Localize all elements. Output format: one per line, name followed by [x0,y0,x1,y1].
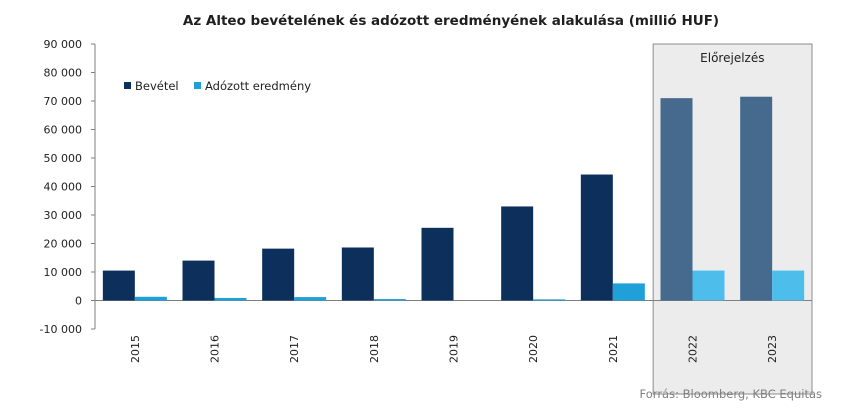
bar-bevetel-2022 [660,98,693,301]
legend-label-bevetel: Bevétel [135,79,179,93]
y-tick-label: 90 000 [44,38,83,51]
x-tick-label: 2017 [288,335,301,363]
bar-adozott-eredmeny-2018 [373,299,406,301]
x-tick-label: 2020 [527,335,540,363]
y-tick-label: 10 000 [44,266,83,279]
legend-label-adozott-eredmeny: Adózott eredmény [205,79,311,93]
y-tick-label: 0 [75,295,82,308]
bar-adozott-eredmeny-2017 [294,297,327,301]
bar-adozott-eredmeny-2015 [134,296,167,301]
bar-bevetel-2018 [341,247,374,301]
bar-bevetel-2020 [501,206,534,301]
y-tick-label: 20 000 [44,238,83,251]
source-note: Forrás: Bloomberg, KBC Equitas [640,387,822,401]
bar-bevetel-2017 [262,248,295,301]
bar-bevetel-2019 [421,227,454,301]
y-tick-label: 40 000 [44,181,83,194]
bar-bevetel-2016 [182,260,215,301]
legend-swatch-adozott-eredmeny [194,82,201,89]
y-tick-label: 30 000 [44,209,83,222]
bar-adozott-eredmeny-2022 [692,270,725,301]
forecast-label: Előrejelzés [700,51,764,65]
bar-adozott-eredmeny-2020 [533,299,566,301]
legend-swatch-bevetel [124,82,131,89]
bar-adozott-eredmeny-2023 [772,270,805,301]
x-tick-label: 2018 [368,335,381,363]
bar-bevetel-2015 [102,270,135,301]
y-tick-label: 80 000 [44,67,83,80]
x-tick-label: 2016 [209,335,222,363]
x-tick-label: 2015 [129,335,142,363]
x-tick-label: 2023 [766,335,779,363]
y-tick-label: 60 000 [44,124,83,137]
x-tick-label: 2022 [687,335,700,363]
x-tick-label: 2021 [607,335,620,363]
bar-adozott-eredmeny-2021 [612,283,645,301]
bar-bevetel-2021 [580,174,613,301]
y-tick-label: 50 000 [44,152,83,165]
bar-adozott-eredmeny-2016 [214,297,247,301]
chart-title: Az Alteo bevételének és adózott eredmény… [183,13,719,29]
y-tick-label: -10 000 [40,323,82,336]
y-tick-label: 70 000 [44,95,83,108]
bar-bevetel-2023 [740,96,773,301]
x-tick-label: 2019 [448,335,461,363]
